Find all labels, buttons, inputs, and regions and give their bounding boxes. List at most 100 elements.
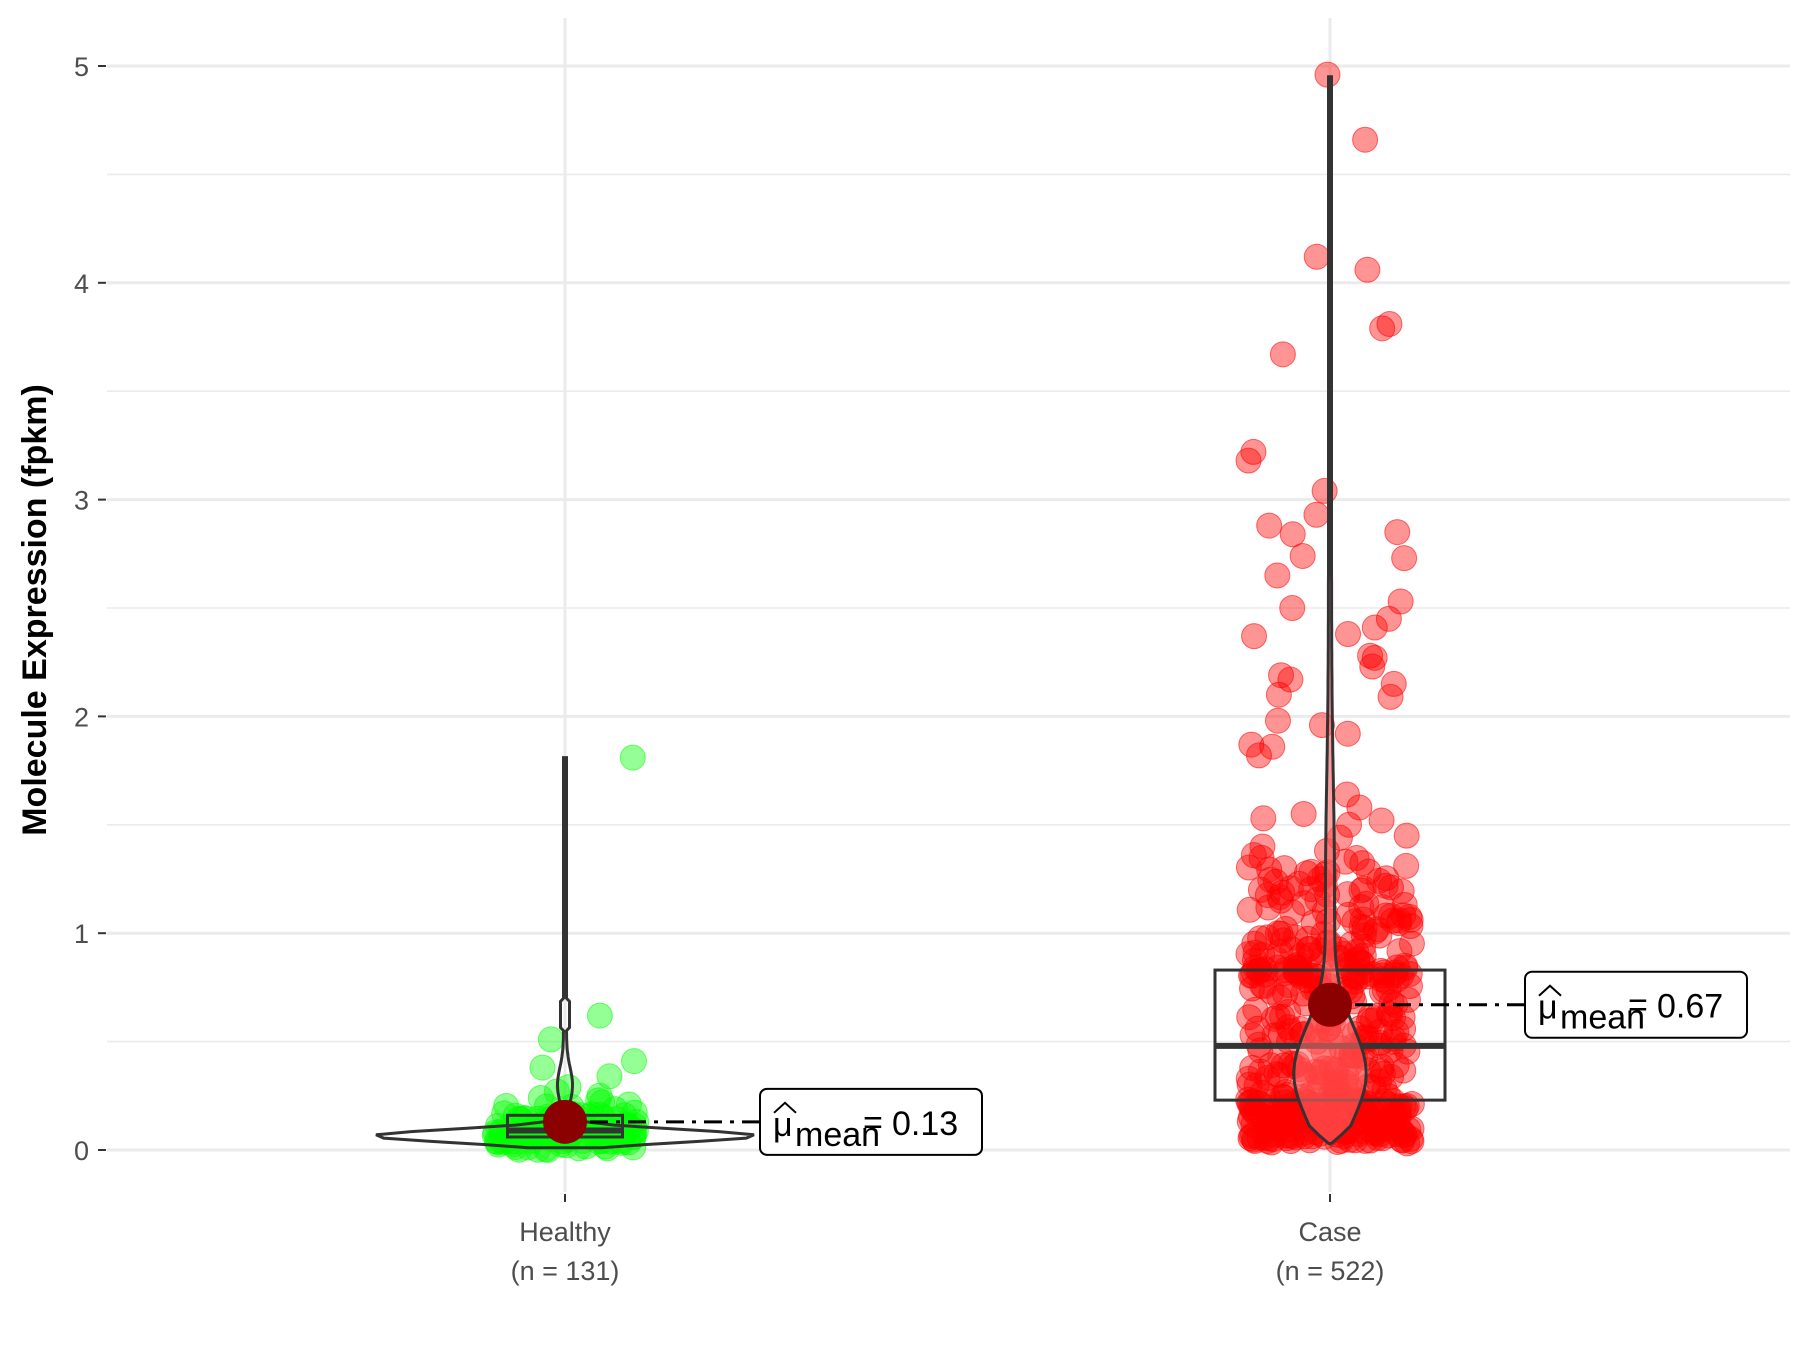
data-point [1298, 858, 1325, 885]
data-point [1275, 1014, 1302, 1041]
mean-point [543, 1099, 587, 1144]
data-point [1254, 1064, 1281, 1091]
equals-sign: = [863, 1104, 883, 1142]
mu-symbol: μ [773, 1106, 793, 1144]
data-point [1258, 978, 1285, 1005]
data-point [1235, 447, 1262, 474]
data-point [1249, 941, 1276, 968]
data-point [529, 1054, 556, 1081]
data-point [527, 1084, 554, 1111]
data-point [1259, 733, 1286, 760]
y-tick-label: 2 [74, 702, 89, 732]
groups: μ mean= 0.13μ mean= 0.67 [375, 61, 1748, 1163]
mean-subscript: mean [795, 1116, 880, 1154]
data-point [1384, 954, 1411, 981]
annotation-box [759, 1087, 983, 1156]
axes: 0 1 2 3 4 5 Healthy (n = 131) Case (n = 522) [74, 52, 1384, 1286]
mean-point [1308, 982, 1352, 1027]
data-point [1264, 1003, 1291, 1030]
x-tick-label: Case [1298, 1217, 1361, 1247]
data-point [1393, 852, 1420, 879]
data-point [1368, 807, 1395, 834]
group-healthy: μ mean= 0.13 [375, 744, 983, 1163]
data-point [1235, 1065, 1262, 1092]
data-point [1267, 887, 1294, 914]
data-point [1271, 855, 1298, 882]
data-point [1303, 501, 1330, 528]
data-point [1236, 1004, 1263, 1031]
data-point [1343, 844, 1370, 871]
data-point [1378, 989, 1405, 1016]
data-point [1290, 800, 1317, 827]
mean-annotation: μ mean= 0.67 [1524, 970, 1748, 1039]
data-point [1250, 805, 1277, 832]
data-point [1264, 562, 1291, 589]
data-point [1357, 642, 1384, 669]
data-point [586, 1082, 613, 1109]
data-point [1351, 915, 1378, 942]
data-point [1265, 681, 1292, 708]
hat-icon [1538, 984, 1562, 997]
mean-value: 0.67 [1657, 988, 1723, 1026]
data-point [1256, 512, 1283, 539]
data-point [1366, 922, 1393, 949]
data-point [1359, 1007, 1386, 1034]
data-point [1369, 315, 1396, 342]
y-tick-label: 1 [74, 919, 89, 949]
data-point [1282, 924, 1309, 951]
equals-sign: = [1628, 987, 1648, 1025]
data-point [1378, 874, 1405, 901]
data-point [589, 1089, 616, 1116]
data-point [1384, 519, 1411, 546]
data-point [1247, 1037, 1274, 1064]
y-tick-label: 4 [74, 269, 89, 299]
data-point [1380, 670, 1407, 697]
data-point [1377, 902, 1404, 929]
y-tick-label: 0 [74, 1136, 89, 1166]
data-point [1375, 605, 1402, 632]
mean-value: 0.13 [892, 1105, 958, 1143]
data-point [1336, 811, 1363, 838]
violin [375, 756, 755, 1150]
data-point [1272, 915, 1299, 942]
annotation-box [1524, 970, 1748, 1039]
data-point [585, 1087, 612, 1114]
data-point [1267, 1114, 1294, 1141]
data-point [1346, 794, 1373, 821]
data-point [1393, 822, 1420, 849]
data-point [1240, 438, 1267, 465]
data-point [1354, 256, 1381, 283]
data-point [1264, 920, 1291, 947]
data-point [1247, 925, 1274, 952]
data-point [1396, 960, 1423, 987]
data-point [1250, 973, 1277, 1000]
data-point [1279, 595, 1306, 621]
data-point [1289, 542, 1316, 569]
data-point [1368, 1053, 1395, 1080]
data-point [586, 1002, 613, 1029]
data-point [1284, 960, 1311, 987]
data-point [482, 1119, 509, 1146]
y-tick-label: 3 [74, 486, 89, 516]
data-point [1255, 894, 1282, 921]
x-tick-count: (n = 522) [1276, 1256, 1385, 1286]
data-point [1245, 742, 1272, 769]
mu-symbol: μ [1538, 989, 1558, 1027]
data-point [1311, 477, 1338, 504]
data-point [1279, 1123, 1306, 1150]
data-point [619, 744, 646, 771]
data-point [1376, 1091, 1403, 1118]
mean-subscript: mean [1560, 999, 1645, 1037]
data-point [1352, 126, 1379, 153]
data-point [1303, 243, 1330, 270]
data-point [1378, 1063, 1405, 1090]
data-point [1287, 958, 1314, 985]
data-point [1388, 878, 1415, 905]
data-point [1398, 930, 1425, 957]
data-point [1279, 521, 1306, 548]
y-axis-label: Molecule Expression (fpkm) [16, 384, 54, 836]
hat-icon [773, 1101, 797, 1114]
mean-annotation: μ mean= 0.13 [759, 1087, 983, 1156]
data-point [1257, 866, 1284, 893]
